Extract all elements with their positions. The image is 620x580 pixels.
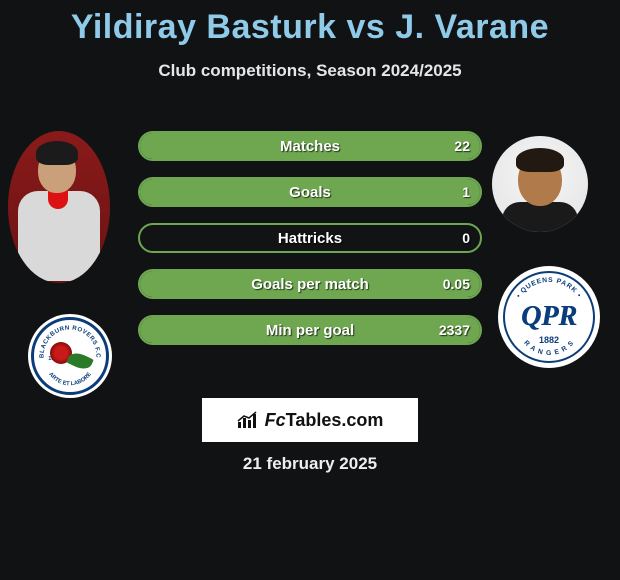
page-subtitle: Club competitions, Season 2024/2025	[0, 61, 620, 81]
svg-text:• QUEENS PARK •: • QUEENS PARK •	[515, 277, 582, 299]
stat-fill-right	[140, 317, 480, 343]
player-right-avatar	[492, 136, 588, 232]
stat-fill-right	[140, 179, 480, 205]
comparison-card: Yildiray Basturk vs J. Varane Club compe…	[0, 8, 620, 580]
club-right-crest: • QUEENS PARK • R A N G E R S QPR 1882	[498, 266, 600, 368]
stats-block: 22Matches 1Goals 0Hattricks 0.05Goals per m…	[138, 131, 482, 361]
svg-text:ARTE ET LABORE: ARTE ET LABORE	[47, 371, 93, 387]
bar-chart-icon	[237, 411, 259, 429]
stat-row: 2337Min per goal	[138, 315, 482, 345]
stat-row: 22Matches	[138, 131, 482, 161]
stat-value-right: 0	[452, 225, 480, 251]
stat-fill-right	[140, 271, 480, 297]
club-right-year: 1882	[539, 335, 559, 345]
badge-text: FcTables.com	[265, 410, 384, 431]
date-text: 21 february 2025	[243, 454, 377, 474]
player-left-avatar	[8, 131, 110, 283]
stat-fill-right	[140, 133, 480, 159]
club-left-crest: BLACKBURN ROVERS F.C ARTE ET LABORE 1875	[28, 314, 112, 398]
stat-row: 0.05Goals per match	[138, 269, 482, 299]
source-badge: FcTables.com	[202, 398, 418, 442]
stat-row: 0Hattricks	[138, 223, 482, 253]
stat-row: 1Goals	[138, 177, 482, 207]
page-title: Yildiray Basturk vs J. Varane	[0, 8, 620, 47]
club-right-abbr: QPR	[521, 301, 577, 333]
stat-label: Hattricks	[140, 225, 480, 251]
